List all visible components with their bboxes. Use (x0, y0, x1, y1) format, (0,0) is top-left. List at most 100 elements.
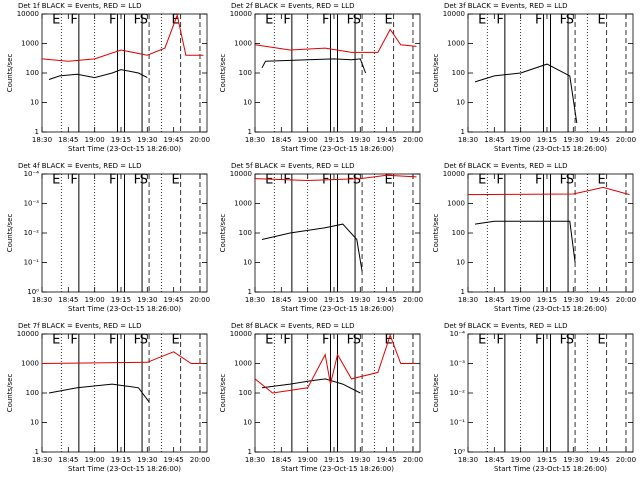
panel-title: Det 8f BLACK = Events, RED = LLD (231, 322, 354, 330)
panel: Det 4f BLACK = Events, RED = LLD 10⁰ 10⁻¹ 1… (6, 162, 210, 313)
x-tick-label: 18:30 (32, 296, 52, 304)
x-tick-label: 19:45 (164, 456, 184, 464)
event-label: S (353, 173, 361, 188)
y-tick-label: 10⁰ (27, 288, 39, 296)
y-axis-label: Counts/sec (432, 374, 440, 413)
y-tick-label: 10 (30, 419, 39, 427)
x-tick-label: 18:30 (458, 456, 478, 464)
y-axis-label: Counts/sec (219, 214, 227, 253)
event-label: E (52, 333, 60, 348)
x-tick-label: 19:45 (590, 296, 610, 304)
x-tick-label: 19:00 (298, 296, 318, 304)
x-tick-label: 19:45 (164, 136, 184, 144)
panel: Det 2f BLACK = Events, RED = LLD 1 10 100 10… (219, 2, 423, 153)
y-axis-label: Counts/sec (219, 374, 227, 413)
panel-title: Det 7f BLACK = Events, RED = LLD (18, 322, 141, 330)
x-tick-label: 19:30 (350, 136, 370, 144)
event-label: F (70, 333, 77, 348)
x-tick-label: 19:00 (298, 456, 318, 464)
event-label: F (535, 173, 542, 188)
event-label: F (70, 173, 77, 188)
event-label: E (265, 173, 273, 188)
y-tick-label: 10000 (17, 10, 39, 18)
event-label: F (109, 13, 116, 28)
series-line (254, 28, 417, 53)
y-tick-label: 1000 (21, 360, 39, 368)
x-tick-label: 19:15 (111, 136, 131, 144)
x-tick-label: 19:30 (563, 136, 583, 144)
event-label: S (566, 173, 574, 188)
x-tick-label: 19:30 (563, 296, 583, 304)
panel-title: Det 5f BLACK = Events, RED = LLD (231, 162, 354, 170)
y-axis-label: Counts/sec (432, 54, 440, 93)
y-tick-label: 10⁻³ (450, 360, 466, 368)
x-tick-label: 19:00 (85, 136, 105, 144)
event-label: E (265, 13, 273, 28)
y-axis-label: Counts/sec (6, 374, 14, 413)
y-tick-label: 10 (243, 419, 252, 427)
y-tick-label: 100 (452, 69, 465, 77)
event-label: E (478, 13, 486, 28)
x-tick-label: 20:00 (616, 456, 636, 464)
event-label: F (496, 173, 503, 188)
series-line (261, 378, 361, 394)
series-line (467, 186, 630, 196)
x-tick-label: 18:30 (245, 136, 265, 144)
x-tick-label: 19:00 (511, 136, 531, 144)
x-tick-label: 20:00 (403, 296, 423, 304)
x-tick-label: 19:15 (111, 456, 131, 464)
x-tick-label: 19:30 (137, 456, 157, 464)
panel-title: Det 9f BLACK = Events, RED = LLD (444, 322, 567, 330)
x-tick-label: 19:30 (563, 456, 583, 464)
x-tick-label: 20:00 (190, 296, 210, 304)
series-line (261, 58, 367, 74)
y-tick-label: 100 (26, 69, 39, 77)
panel-title: Det 6f BLACK = Events, RED = LLD (444, 162, 567, 170)
x-tick-label: 19:15 (537, 456, 557, 464)
y-tick-label: 1000 (21, 40, 39, 48)
x-tick-label: 19:15 (537, 136, 557, 144)
y-tick-label: 1 (461, 288, 465, 296)
y-tick-label: 10000 (443, 10, 465, 18)
event-label: E (478, 333, 486, 348)
x-tick-label: 19:00 (298, 136, 318, 144)
y-tick-label: 100 (26, 389, 39, 397)
event-label: E (478, 173, 486, 188)
x-tick-label: 18:30 (458, 296, 478, 304)
event-label: F (496, 13, 503, 28)
x-tick-label: 19:00 (85, 456, 105, 464)
series-line (474, 63, 578, 124)
event-label: F (560, 333, 567, 348)
x-tick-label: 19:30 (137, 296, 157, 304)
panel: Det 7f BLACK = Events, RED = LLD 1 10 100 10… (6, 322, 210, 473)
y-tick-label: 1 (35, 128, 39, 136)
x-tick-label: 18:45 (484, 296, 504, 304)
event-label: F (496, 333, 503, 348)
panel: Det 6f BLACK = Events, RED = LLD 1 10 100 10… (432, 162, 636, 313)
event-label: F (134, 173, 141, 188)
event-label: F (560, 13, 567, 28)
x-axis-label: Start Time (23-Oct-15 18:26:00) (281, 305, 394, 313)
y-tick-label: 1000 (234, 360, 252, 368)
y-axis-label: Counts/sec (432, 214, 440, 253)
y-tick-label: 1 (248, 288, 252, 296)
y-tick-label: 1 (461, 128, 465, 136)
y-tick-label: 10000 (17, 330, 39, 338)
x-tick-label: 19:00 (511, 296, 531, 304)
x-tick-label: 18:45 (58, 296, 78, 304)
x-tick-label: 20:00 (403, 136, 423, 144)
x-axis-label: Start Time (23-Oct-15 18:26:00) (494, 465, 607, 473)
event-label: E (597, 333, 605, 348)
event-label: S (140, 333, 148, 348)
x-tick-label: 19:00 (85, 296, 105, 304)
y-tick-label: 1000 (447, 40, 465, 48)
x-tick-label: 19:00 (511, 456, 531, 464)
event-label: E (52, 173, 60, 188)
event-label: E (597, 13, 605, 28)
event-label: E (384, 13, 392, 28)
panel-title: Det 3f BLACK = Events, RED = LLD (444, 2, 567, 10)
x-axis-label: Start Time (23-Oct-15 18:26:00) (68, 465, 181, 473)
x-tick-label: 20:00 (190, 456, 210, 464)
event-label: E (597, 173, 605, 188)
